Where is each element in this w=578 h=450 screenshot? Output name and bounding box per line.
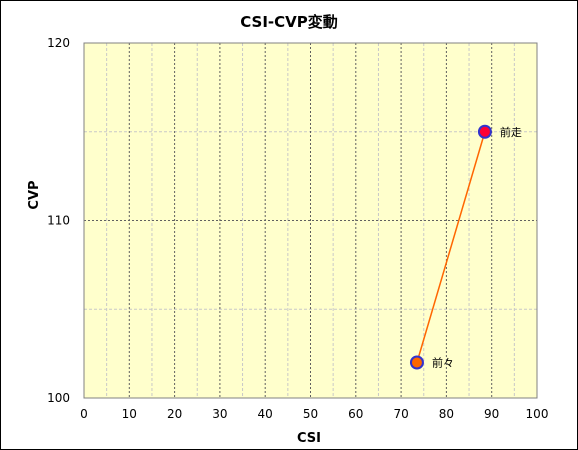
x-tick-label: 0 — [80, 407, 88, 421]
plot-border — [83, 42, 538, 399]
major-grid — [84, 43, 537, 398]
chart-title: CSI-CVP変動 — [240, 13, 338, 31]
series-layer: 前々 前走 — [409, 124, 522, 370]
x-tick-label: 70 — [393, 407, 408, 421]
data-point-label-1: 前々 — [432, 356, 454, 370]
y-tick-labels: 100 110 120 — [47, 36, 70, 405]
x-tick-label: 40 — [258, 407, 273, 421]
x-tick-label: 90 — [484, 407, 499, 421]
series-line-segment — [416, 131, 486, 363]
y-tick-label: 120 — [47, 36, 70, 50]
y-axis-title: CVP — [27, 180, 42, 209]
data-point-2 — [477, 124, 492, 139]
y-tick-label: 100 — [47, 391, 70, 405]
y-tick-label: 110 — [47, 214, 70, 228]
x-tick-label: 100 — [526, 407, 549, 421]
data-point-label-2: 前走 — [500, 125, 522, 139]
x-tick-label: 10 — [122, 407, 137, 421]
x-tick-label: 30 — [212, 407, 227, 421]
x-tick-label: 50 — [303, 407, 318, 421]
x-tick-label: 60 — [348, 407, 363, 421]
x-axis-title: CSI — [297, 431, 321, 446]
x-tick-label: 80 — [439, 407, 454, 421]
x-tick-labels: 0 10 20 30 40 50 60 70 80 90 100 — [80, 407, 548, 421]
x-tick-label: 20 — [167, 407, 182, 421]
data-point-1 — [409, 355, 424, 370]
